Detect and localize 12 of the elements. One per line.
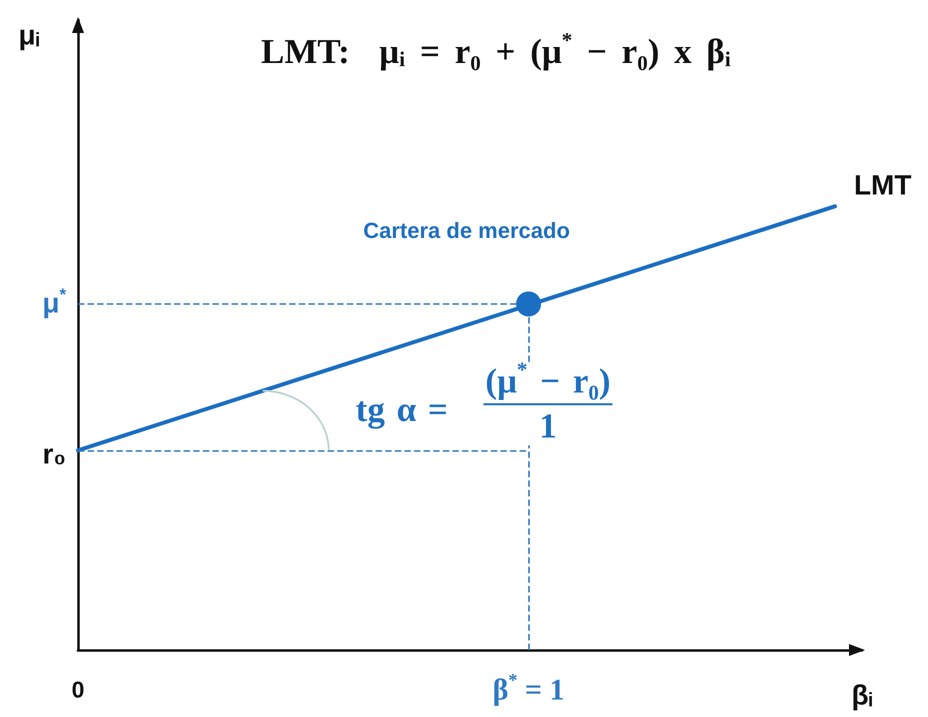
x-tick-label: β$^{*}$ = 1 — [492, 670, 565, 706]
x-axis-title: βᵢ — [851, 680, 873, 712]
text: μᵢ — [18, 20, 40, 52]
series-label: LMT — [854, 170, 912, 202]
x-tick-label: 0 — [72, 676, 84, 703]
chart-title: LMT: μᵢ = r₀ + (μ$^{*}$ − r₀) x βᵢ — [260, 28, 732, 72]
annotation: (μ$^{*}$ − r₀) — [484, 358, 612, 402]
annotation: 1 — [539, 405, 557, 445]
ref-line-label: r₀ — [42, 438, 66, 471]
annotation: tg α = — [356, 389, 448, 429]
annotation: Cartera de mercado — [363, 218, 570, 244]
ref-line-label: μ$^{*}$ — [42, 284, 66, 320]
